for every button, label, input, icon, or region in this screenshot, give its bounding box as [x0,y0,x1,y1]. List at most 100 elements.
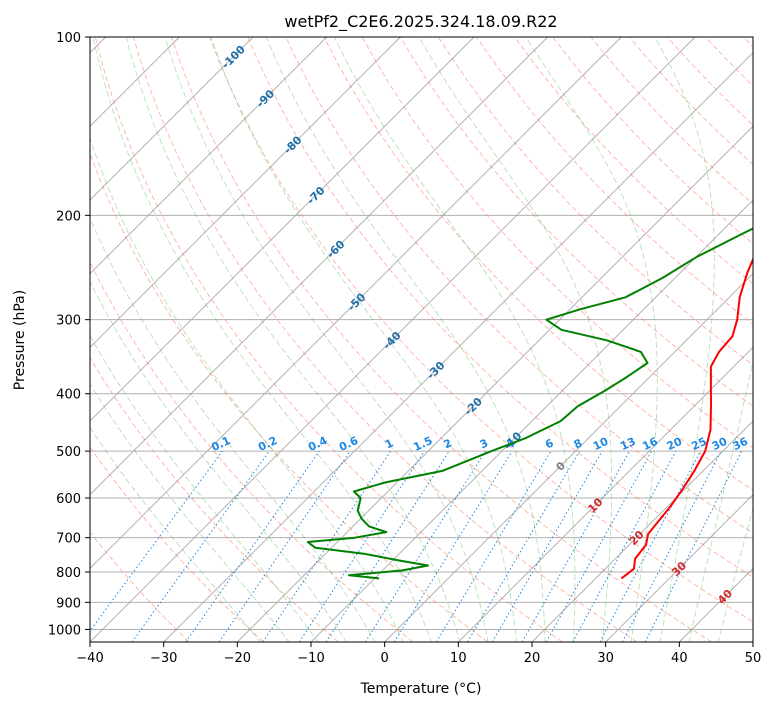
isotherm-line [531,420,753,642]
x-tick-label: −30 [150,651,177,666]
y-tick-label: 500 [56,445,81,460]
chart-title: wetPf2_C2E6.2025.324.18.09.R22 [284,12,557,32]
dry-adiabat-line [399,37,753,407]
isotherm-line [310,199,753,642]
mixing-ratio-line [521,450,630,642]
isotherm-label: -50 [345,290,368,313]
dry-adiabat-line [90,356,339,642]
moist-adiabat-line [90,382,290,642]
mixing-ratio-label: 2 [442,436,454,451]
moist-adiabat-line [90,426,261,642]
isotherm-label: -60 [324,238,347,261]
isotherm-line [90,37,548,496]
dry-adiabat-line [94,37,563,642]
mixing-ratio-line [545,450,653,642]
moist-adiabat-line [90,216,376,642]
y-tick-label: 100 [56,31,81,46]
dry-adiabat-line [132,37,638,642]
y-axis-label: Pressure (hPa) [12,290,28,390]
mixing-ratio-label: 13 [618,435,637,453]
isotherm-line [90,37,696,642]
isotherm-label: -90 [254,87,277,110]
isotherm-label: -40 [380,329,403,352]
moist-adiabat-line [688,359,753,642]
mixing-ratio-line [435,450,552,642]
dry-adiabat-line [704,37,753,87]
y-tick-label: 800 [56,566,81,581]
mixing-ratio-line [262,450,392,642]
isotherm-line [90,37,327,275]
isotherm-label: 20 [627,528,647,548]
x-tick-label: −40 [76,651,103,666]
mixing-ratio-line [218,450,351,642]
mixing-ratio-label: 30 [710,435,730,453]
dry-adiabat-line [90,152,488,642]
moist-adiabat-line [525,37,658,642]
dry-adiabat-line [323,37,753,491]
dry-adiabat-line [247,37,753,578]
dry-adiabat-line [209,37,753,623]
dewpoint-line [306,227,753,580]
mixing-ratio-label: 3 [478,436,490,451]
mixing-ratio-label: 16 [640,435,660,453]
profile-lines [306,227,753,580]
y-tick-label: 400 [56,388,81,403]
dry-adiabat-line [666,37,753,126]
dry-adiabat-line [743,37,753,48]
dry-adiabat-line [171,37,712,642]
y-tick-label: 600 [56,492,81,507]
y-tick-label: 200 [56,209,81,224]
dry-adiabat-line [438,37,753,366]
isotherm-line [679,567,753,642]
moist-adiabat-line [418,37,613,642]
mixing-ratio-line [364,450,486,642]
x-axis: −40 −30 −20 −10 0 10 20 30 40 50 [76,642,761,666]
x-tick-label: 40 [671,651,688,666]
moist-adiabat-line [90,334,319,642]
y-tick-label: 700 [56,532,81,547]
mixing-ratio-label: 10 [591,435,611,453]
isotherm-line [90,37,475,422]
isotherm-label: -20 [462,395,485,418]
isotherm-label: -80 [281,133,304,156]
dry-adiabat-line [590,37,753,205]
y-axis: 100 200 300 400 500 600 700 800 900 1000 [48,31,90,638]
y-tick-label: 900 [56,596,81,611]
isotherm-label: -30 [424,359,447,382]
dry-adiabat-line [361,37,753,449]
moist-adiabat-line [164,37,489,642]
isotherm-line [605,494,753,642]
moist-adiabat-line [333,37,576,642]
y-tick-label: 300 [56,314,81,329]
moist-adiabat-line [125,37,461,642]
mixing-ratio-label: 6 [543,436,556,451]
moist-adiabat-line [717,507,753,642]
dry-adiabat-line [285,37,753,535]
mixing-ratio-line [131,450,270,642]
mixing-ratio-line [572,450,677,642]
isotherm-label: -70 [304,184,327,207]
mixing-ratio-line [298,450,425,642]
dry-adiabat-line [90,531,190,642]
mixing-ratio-label: 25 [689,435,708,453]
moist-adiabat-line [92,37,432,642]
x-tick-label: −10 [297,651,324,666]
mixing-ratio-line [467,450,580,642]
isotherm-line [458,346,753,642]
plot-frame [89,36,754,643]
x-tick-label: 20 [524,651,541,666]
x-tick-label: 10 [450,651,467,666]
moist-adiabat-line [90,280,347,642]
grid-lines [90,37,753,642]
x-tick-label: −20 [224,651,251,666]
isotherm-label: 40 [715,587,735,607]
moist-adiabat-line [265,37,546,642]
mixing-ratio-label: 20 [665,435,685,453]
dry-adiabat-line [90,446,264,642]
moist-adiabat-line [654,37,715,642]
mixing-ratio-line [491,450,603,642]
moist-adiabat-line [210,37,517,642]
mixing-ratio-line [644,450,743,642]
y-tick-label: 1000 [48,623,81,638]
